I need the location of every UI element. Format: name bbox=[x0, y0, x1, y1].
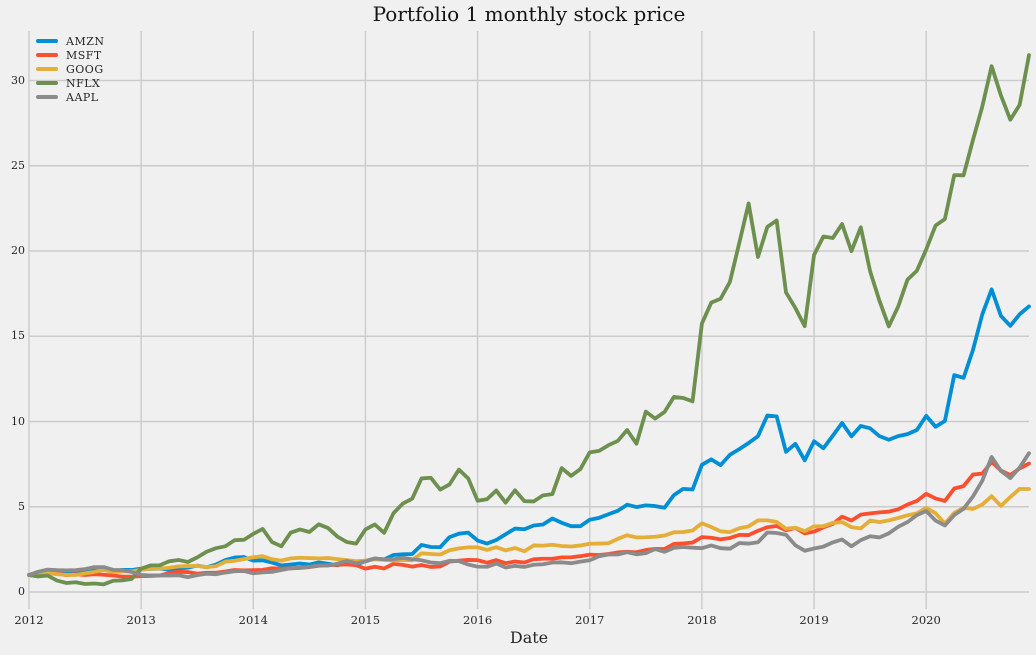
x-tick-label-2014: 2014 bbox=[238, 613, 268, 627]
y-tick-label-30: 30 bbox=[11, 73, 25, 87]
legend-label-MSFT: MSFT bbox=[66, 48, 102, 62]
x-tick-label-2016: 2016 bbox=[462, 613, 493, 627]
legend-swatch-NFLX bbox=[36, 81, 58, 85]
legend-label-AMZN: AMZN bbox=[66, 34, 105, 48]
series-line-NFLX bbox=[27, 53, 1031, 587]
legend-swatch-MSFT bbox=[36, 53, 58, 57]
legend-label-NFLX: NFLX bbox=[66, 76, 101, 90]
x-tick-label-2013: 2013 bbox=[126, 613, 156, 627]
x-tick-label-2018: 2018 bbox=[687, 613, 717, 627]
chart-title: Portfolio 1 monthly stock price bbox=[372, 2, 686, 26]
legend-item-AMZN: AMZN bbox=[36, 34, 104, 48]
y-tick-label-20: 20 bbox=[11, 244, 25, 257]
y-tick-label-25: 25 bbox=[11, 158, 25, 172]
x-tick-label-2012: 2012 bbox=[14, 613, 44, 627]
x-tick-label-2020: 2020 bbox=[911, 613, 941, 627]
y-tick-label-15: 15 bbox=[11, 329, 25, 343]
legend-item-MSFT: MSFT bbox=[36, 48, 104, 62]
legend-label-GOOG: GOOG bbox=[66, 62, 104, 76]
x-tick-label-2019: 2019 bbox=[799, 613, 829, 627]
legend-item-AAPL: AAPL bbox=[36, 90, 104, 104]
x-axis-label: Date bbox=[509, 628, 549, 647]
x-tick-label-2015: 2015 bbox=[350, 613, 381, 627]
series-line-MSFT bbox=[27, 459, 1031, 579]
y-tick-label-5: 5 bbox=[18, 499, 25, 513]
y-tick-label-10: 10 bbox=[11, 414, 25, 428]
series-line-AAPL bbox=[27, 451, 1031, 580]
y-tick-label-0: 0 bbox=[18, 585, 25, 598]
x-tick-label-2017: 2017 bbox=[575, 613, 605, 627]
legend-swatch-AMZN bbox=[36, 39, 58, 43]
legend-swatch-AAPL bbox=[36, 95, 58, 99]
legend-item-GOOG: GOOG bbox=[36, 62, 104, 76]
series-line-AMZN bbox=[27, 287, 1031, 579]
legend-label-AAPL: AAPL bbox=[66, 90, 99, 104]
legend: AMZN MSFT GOOG NFLX AAPL bbox=[36, 34, 104, 104]
series-line-GOOG bbox=[27, 486, 1031, 577]
legend-item-NFLX: NFLX bbox=[36, 76, 104, 90]
legend-swatch-GOOG bbox=[36, 67, 58, 71]
